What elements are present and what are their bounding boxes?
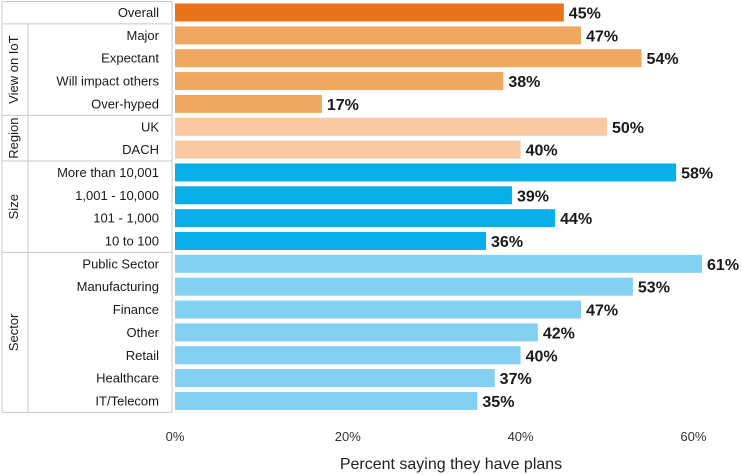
bar-1-001-10-000 xyxy=(175,186,512,205)
bar-retail xyxy=(175,346,521,365)
bar-over-hyped xyxy=(175,94,322,113)
category-label-more-than-10-001: More than 10,001 xyxy=(57,165,159,180)
bar-expectant xyxy=(175,49,642,68)
category-label-public-sector: Public Sector xyxy=(82,256,159,271)
value-label-10-to-100: 36% xyxy=(491,234,523,251)
bar-dach xyxy=(175,140,521,159)
x-tick-label-20: 20% xyxy=(335,429,361,444)
value-label-major: 47% xyxy=(586,28,618,45)
bar-other xyxy=(175,323,538,342)
value-label-manufacturing: 53% xyxy=(638,280,670,297)
value-label-101-1-000: 44% xyxy=(560,211,592,228)
bar-it-telecom xyxy=(175,391,478,410)
category-label-uk: UK xyxy=(141,119,159,134)
category-label-healthcare: Healthcare xyxy=(96,371,159,386)
value-label-more-than-10-001: 58% xyxy=(681,165,713,182)
bar-manufacturing xyxy=(175,277,633,296)
category-label-finance: Finance xyxy=(113,302,159,317)
category-label-101-1-000: 101 - 1,000 xyxy=(93,211,159,226)
value-label-retail: 40% xyxy=(526,348,558,365)
value-label-1-001-10-000: 39% xyxy=(517,188,549,205)
value-label-public-sector: 61% xyxy=(707,257,739,274)
bar-uk xyxy=(175,117,607,136)
group-label-region: Region xyxy=(6,118,21,159)
category-label-will-impact-others: Will impact others xyxy=(56,74,159,89)
category-label-over-hyped: Over-hyped xyxy=(91,96,159,111)
bar-finance xyxy=(175,300,582,319)
x-axis: 0% 20% 40% 60% xyxy=(166,429,707,444)
group-label-sector: Sector xyxy=(6,313,21,351)
category-label-other: Other xyxy=(126,325,159,340)
bar-more-than-10-001 xyxy=(175,163,677,182)
bar-will-impact-others xyxy=(175,72,504,91)
bar-10-to-100 xyxy=(175,232,487,250)
value-label-other: 42% xyxy=(543,325,575,342)
x-axis-title: Percent saying they have plans xyxy=(340,456,562,473)
value-label-expectant: 54% xyxy=(647,51,679,68)
x-tick-label-0: 0% xyxy=(166,429,185,444)
value-label-will-impact-others: 38% xyxy=(508,74,540,91)
x-tick-label-40: 40% xyxy=(508,429,534,444)
labels-layer: Overall 45% Major 47% Expectant 54% Will impac… xyxy=(6,5,739,411)
category-label-expectant: Expectant xyxy=(101,51,159,66)
bar-101-1-000 xyxy=(175,209,556,228)
bar-major xyxy=(175,26,582,45)
value-label-healthcare: 37% xyxy=(500,371,532,388)
group-label-view-on-iot: View on IoT xyxy=(6,35,21,103)
bars-layer xyxy=(175,3,703,410)
value-label-finance: 47% xyxy=(586,303,618,320)
x-tick-label-60: 60% xyxy=(680,429,706,444)
category-label-dach: DACH xyxy=(122,142,159,157)
category-label-10-to-100: 10 to 100 xyxy=(105,234,159,249)
value-label-over-hyped: 17% xyxy=(327,97,359,114)
value-label-it-telecom: 35% xyxy=(482,394,514,411)
category-label-1-001-10-000: 1,001 - 10,000 xyxy=(75,188,159,203)
bar-overall xyxy=(175,3,564,22)
category-label-overall: Overall xyxy=(118,5,159,20)
chart-frame xyxy=(1,1,173,413)
value-label-dach: 40% xyxy=(526,143,558,160)
category-label-retail: Retail xyxy=(126,348,159,363)
category-label-manufacturing: Manufacturing xyxy=(77,279,159,294)
group-label-size: Size xyxy=(6,194,21,219)
category-label-major: Major xyxy=(126,28,159,43)
value-label-uk: 50% xyxy=(612,120,644,137)
bar-public-sector xyxy=(175,254,703,273)
bar-healthcare xyxy=(175,369,495,388)
category-label-it-telecom: IT/Telecom xyxy=(95,393,159,408)
value-label-overall: 45% xyxy=(569,6,601,23)
